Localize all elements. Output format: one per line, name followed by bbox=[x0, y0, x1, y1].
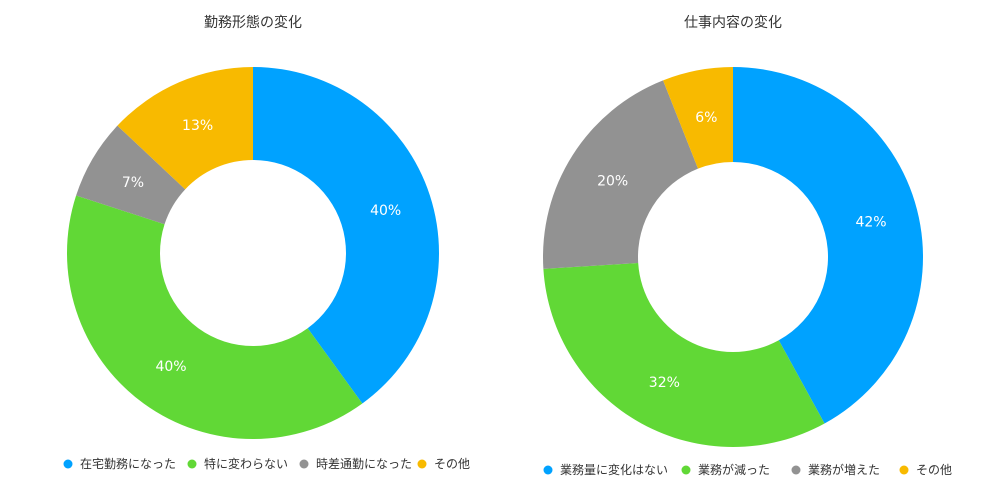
legend-swatch-other bbox=[417, 459, 427, 469]
legend-swatch-workload-increased bbox=[791, 465, 801, 475]
chart-work-style: 勤務形態の変化 40% 40% 7% 13% 在宅勤務になった 特に変わらない 時差通勤に… bbox=[63, 14, 470, 471]
slice-remote-work bbox=[253, 67, 440, 404]
legend-label-other: その他 bbox=[916, 463, 952, 477]
slice-workload-unchanged bbox=[733, 67, 924, 424]
slice-label-workload-increased: 20% bbox=[597, 174, 628, 190]
legend-swatch-no-change bbox=[187, 459, 197, 469]
legend-swatch-staggered-commute bbox=[299, 459, 309, 469]
slice-label-other: 13% bbox=[182, 118, 213, 134]
slice-workload-decreased bbox=[543, 262, 825, 447]
slice-labels: 42% 32% 20% 6% bbox=[597, 110, 886, 391]
donut-slices bbox=[66, 67, 440, 440]
slice-label-workload-decreased: 32% bbox=[649, 375, 680, 391]
slice-label-other: 6% bbox=[695, 110, 717, 126]
legend: 業務量に変化はない 業務が減った 業務が増えた その他 bbox=[543, 462, 952, 477]
legend-swatch-other bbox=[899, 465, 909, 475]
slice-no-change bbox=[66, 195, 363, 440]
legend-swatch-workload-decreased bbox=[681, 465, 691, 475]
slice-label-no-change: 40% bbox=[155, 359, 186, 375]
slice-staggered-commute bbox=[76, 125, 186, 225]
legend-label-workload-increased: 業務が増えた bbox=[808, 462, 880, 477]
legend-label-workload-unchanged: 業務量に変化はない bbox=[560, 462, 668, 477]
legend-swatch-remote-work bbox=[63, 459, 73, 469]
chart-title: 仕事内容の変化 bbox=[684, 14, 782, 31]
legend-swatch-workload-unchanged bbox=[543, 465, 553, 475]
legend-label-workload-decreased: 業務が減った bbox=[698, 462, 770, 477]
chart-job-content: 仕事内容の変化 42% 32% 20% 6% 業務量に変化はない 業務が減った 業務が増え… bbox=[543, 14, 952, 477]
legend-label-staggered-commute: 時差通勤になった bbox=[316, 457, 412, 471]
slice-other bbox=[663, 67, 733, 169]
slice-label-staggered-commute: 7% bbox=[122, 175, 144, 191]
slice-workload-increased bbox=[543, 80, 699, 269]
chart-title: 勤務形態の変化 bbox=[204, 14, 302, 31]
slice-other bbox=[117, 67, 253, 190]
slice-label-workload-unchanged: 42% bbox=[855, 215, 886, 231]
legend-label-other: その他 bbox=[434, 457, 470, 471]
legend-label-remote-work: 在宅勤務になった bbox=[80, 456, 176, 471]
donut-slices bbox=[543, 67, 924, 447]
legend-label-no-change: 特に変わらない bbox=[204, 456, 288, 471]
legend: 在宅勤務になった 特に変わらない 時差通勤になった その他 bbox=[63, 456, 470, 471]
slice-label-remote-work: 40% bbox=[370, 203, 401, 219]
slice-labels: 40% 40% 7% 13% bbox=[122, 118, 401, 375]
